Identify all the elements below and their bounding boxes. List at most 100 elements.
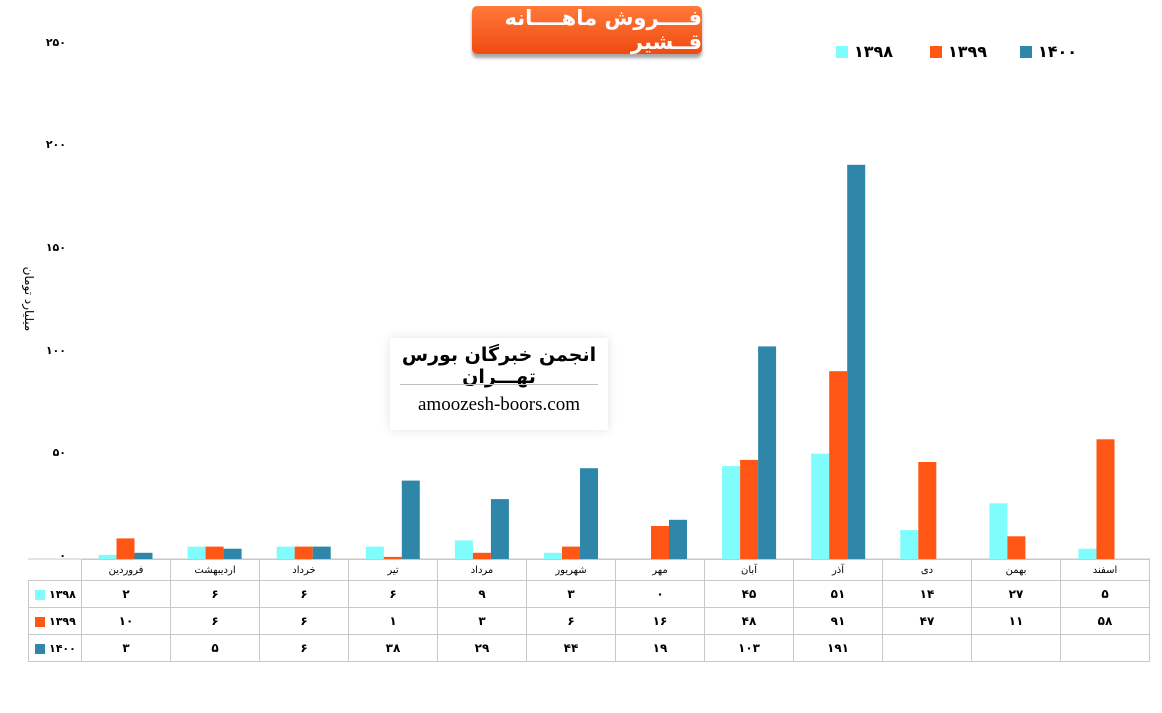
table-cell: ۹۱: [793, 607, 883, 635]
table-cell: ۱۴: [882, 580, 972, 608]
table-cell: ۴۴: [526, 634, 616, 662]
table-cell: ۳۸: [348, 634, 438, 662]
table-header-cell: اردیبهشت: [170, 559, 260, 581]
table-cell: ۶: [259, 607, 349, 635]
table-header-cell: اسفند: [1060, 559, 1150, 581]
table-cell: ۶: [170, 580, 260, 608]
watermark-url: amoozesh-boors.com: [418, 394, 580, 415]
bar-۱۴۰۰-7: [758, 346, 777, 559]
table-header-cell: بهمن: [971, 559, 1061, 581]
bar-۱۳۹۸-3: [365, 546, 384, 559]
bar-۱۳۹۹-11: [1096, 439, 1115, 559]
bar-۱۳۹۹-10: [1007, 536, 1026, 559]
bar-۱۴۰۰-8: [847, 164, 866, 560]
table-row-1400: ۱۴۰۰ ۳ ۵ ۶ ۳۸ ۲۹ ۴۴ ۱۹ ۱۰۳ ۱۹۱: [28, 634, 1150, 662]
bar-۱۳۹۸-1: [187, 546, 206, 559]
table-cell: ۳: [437, 607, 527, 635]
table-header-cell: فروردین: [81, 559, 171, 581]
table-header-row: فروردین اردیبهشت خرداد تیر مرداد شهریور …: [28, 559, 1150, 581]
table-cell: ۰: [615, 580, 705, 608]
table-cell: ۴۵: [704, 580, 794, 608]
table-cell: ۵: [170, 634, 260, 662]
bar-۱۳۹۹-0: [116, 538, 135, 559]
table-cell: [971, 634, 1061, 662]
table-cell: ۶: [259, 634, 349, 662]
bar-۱۳۹۹-2: [294, 546, 313, 559]
table-cell: ۱۹: [615, 634, 705, 662]
table-row-1399: ۱۳۹۹ ۱۰ ۶ ۶ ۱ ۳ ۶ ۱۶ ۴۸ ۹۱ ۴۷ ۱۱ ۵۸: [28, 607, 1150, 635]
table-cell: ۳: [81, 634, 171, 662]
legend-swatch-1398: [836, 45, 848, 58]
legend-item-1398: ۱۳۹۸: [836, 42, 893, 61]
table-swatch-1399: [35, 616, 45, 627]
y-tick-label: ۰: [59, 549, 66, 562]
table-cell: ۱۰: [81, 607, 171, 635]
y-tick-label: ۲۵۰: [45, 36, 66, 49]
bar-۱۳۹۹-5: [562, 546, 580, 559]
bar-۱۴۰۰-5: [580, 468, 598, 559]
y-tick-label: ۱۵۰: [45, 241, 66, 254]
bar-۱۴۰۰-1: [223, 548, 242, 559]
legend-swatch-1399: [930, 45, 942, 58]
table-row-1398: ۱۳۹۸ ۲ ۶ ۶ ۶ ۹ ۳ ۰ ۴۵ ۵۱ ۱۴ ۲۷ ۵: [28, 580, 1150, 608]
table-cell: ۴۷: [882, 607, 972, 635]
table-cell: ۶: [348, 580, 438, 608]
table-cell: ۱: [348, 607, 438, 635]
table-header-cell: مهر: [615, 559, 705, 581]
table-cell: ۵: [1060, 580, 1150, 608]
table-cell: ۶: [170, 607, 260, 635]
table-cell: ۲۷: [971, 580, 1061, 608]
table-legend-1399: ۱۳۹۹: [28, 607, 82, 635]
table-cell: ۱۶: [615, 607, 705, 635]
bar-۱۳۹۹-6: [651, 526, 669, 559]
bar-۱۳۹۸-11: [1078, 548, 1097, 559]
bar-۱۳۹۹-3: [383, 556, 402, 559]
bar-۱۳۹۹-4: [472, 552, 491, 559]
y-tick-label: ۵۰: [52, 446, 66, 459]
data-table: فروردین اردیبهشت خرداد تیر مرداد شهریور …: [28, 559, 1150, 662]
bar-۱۳۹۸-7: [722, 466, 741, 559]
legend-swatch-1400: [1020, 45, 1032, 58]
table-cell: ۵۸: [1060, 607, 1150, 635]
table-cell: ۲: [81, 580, 171, 608]
watermark-box: انجمن خبرگان بورس تهـــران amoozesh-boor…: [390, 338, 608, 430]
table-legend-1398: ۱۳۹۸: [28, 580, 82, 608]
table-legend-1400: ۱۴۰۰: [28, 634, 82, 662]
table-swatch-1400: [35, 643, 45, 654]
table-cell: [1060, 634, 1150, 662]
bar-۱۳۹۸-8: [811, 453, 830, 559]
bar-۱۴۰۰-2: [312, 546, 331, 559]
table-cell: [882, 634, 972, 662]
table-cell: ۵۱: [793, 580, 883, 608]
bar-۱۴۰۰-4: [490, 499, 509, 559]
bar-۱۳۹۹-7: [740, 459, 759, 559]
table-header-cell: تیر: [348, 559, 438, 581]
table-cell: ۱۹۱: [793, 634, 883, 662]
table-header-cell: مرداد: [437, 559, 527, 581]
table-cell: ۶: [259, 580, 349, 608]
table-cell: ۴۸: [704, 607, 794, 635]
table-cell: ۹: [437, 580, 527, 608]
table-swatch-1398: [35, 589, 45, 600]
bar-۱۳۹۹-9: [918, 462, 937, 559]
bar-۱۳۹۸-2: [276, 546, 295, 559]
watermark-divider: [400, 384, 598, 385]
bar-۱۳۹۸-5: [544, 552, 562, 559]
table-header-cell: خرداد: [259, 559, 349, 581]
y-tick-label: ۱۰۰: [45, 344, 66, 357]
bar-۱۳۹۸-9: [900, 530, 919, 559]
watermark-title: انجمن خبرگان بورس تهـــران: [401, 344, 597, 388]
table-cell: ۱۱: [971, 607, 1061, 635]
bar-۱۳۹۸-10: [989, 503, 1008, 559]
bar-۱۳۹۸-0: [98, 554, 117, 559]
legend-item-1400: ۱۴۰۰: [1020, 42, 1077, 61]
y-axis-label: میلیارد تومان: [22, 266, 36, 332]
table-header-cell: آذر: [793, 559, 883, 581]
legend-label-1399: ۱۳۹۹: [948, 42, 988, 61]
y-tick-label: ۲۰۰: [45, 138, 66, 151]
bar-۱۴۰۰-6: [669, 519, 687, 559]
legend-label-1400: ۱۴۰۰: [1038, 42, 1078, 61]
table-cell: ۲۹: [437, 634, 527, 662]
bar-۱۳۹۸-4: [454, 540, 473, 559]
